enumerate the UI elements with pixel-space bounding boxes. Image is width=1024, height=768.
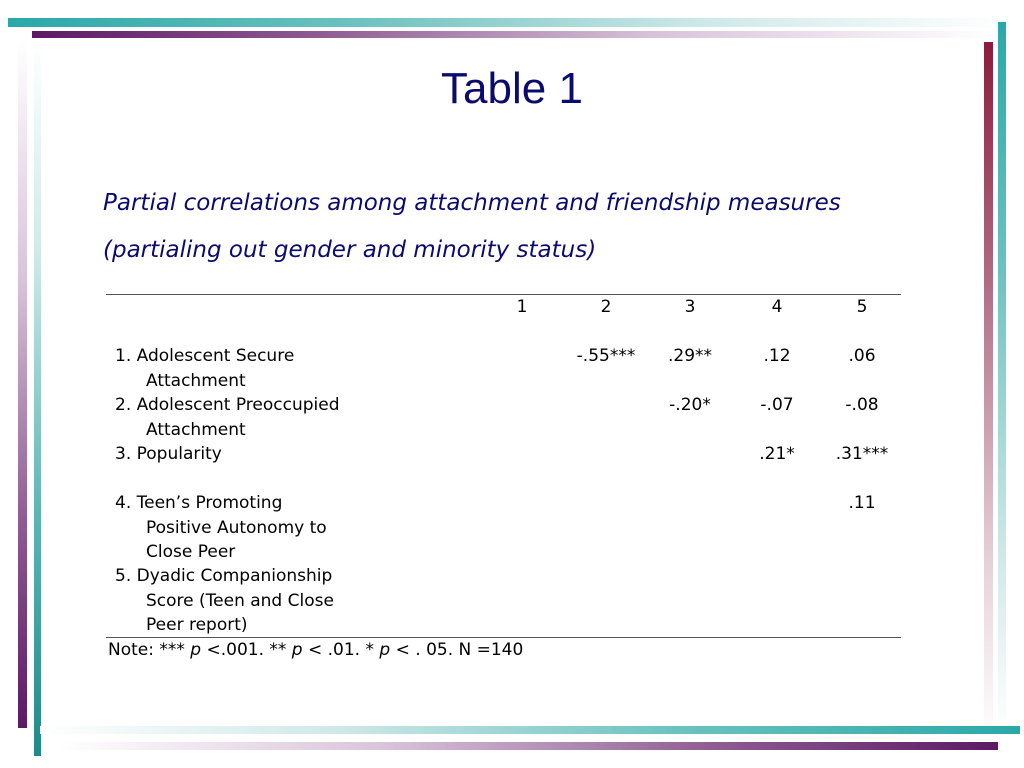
note-prefix: Note: *** bbox=[108, 640, 191, 660]
note-p-symbol: p bbox=[379, 640, 391, 660]
row-label: 1. Adolescent Secure Attachment bbox=[115, 344, 294, 393]
column-header-4: 4 bbox=[771, 297, 783, 317]
row-label: 5. Dyadic Companionship Score (Teen and … bbox=[115, 564, 334, 638]
table-top-rule bbox=[106, 294, 901, 295]
table-cell: .11 bbox=[848, 493, 876, 513]
table-header-row: 1 2 3 4 5 bbox=[106, 295, 901, 339]
correlation-table: 1 2 3 4 5 1. Adolescent Secure Attachmen… bbox=[106, 294, 901, 638]
note-text: < . 05. N =140 bbox=[390, 640, 524, 660]
table-cell: -.55*** bbox=[576, 346, 636, 366]
note-p-symbol: p bbox=[291, 640, 303, 660]
row-label-line: 2. Adolescent Preoccupied bbox=[115, 395, 340, 415]
decorative-bar-top-teal bbox=[8, 18, 1008, 27]
table-body: 1. Adolescent Secure Attachment -.55*** … bbox=[106, 339, 901, 637]
table-cell: .12 bbox=[763, 346, 791, 366]
note-text: <.001. ** bbox=[201, 640, 292, 660]
table-cell: .06 bbox=[848, 346, 876, 366]
decorative-bar-top-purple bbox=[32, 31, 992, 38]
row-label-line: Positive Autonomy to bbox=[146, 517, 327, 538]
row-label: 2. Adolescent Preoccupied Attachment bbox=[115, 393, 340, 442]
table-caption: Partial correlations among attachment an… bbox=[103, 180, 923, 274]
table-cell: .31*** bbox=[835, 444, 889, 464]
row-label-line: 4. Teen’s Promoting bbox=[115, 493, 283, 513]
row-label-line: Close Peer bbox=[146, 542, 236, 562]
table-caption-line-1: Partial correlations among attachment an… bbox=[103, 190, 841, 216]
row-label-line: Score (Teen and Close bbox=[146, 590, 334, 611]
row-label-line: 5. Dyadic Companionship bbox=[115, 566, 333, 586]
row-label: 4. Teen’s Promoting Positive Autonomy to… bbox=[115, 491, 327, 565]
decorative-bar-left-teal bbox=[34, 40, 41, 756]
table-cell: .21* bbox=[759, 444, 795, 464]
column-header-5: 5 bbox=[856, 297, 868, 317]
decorative-bar-right-maroon bbox=[984, 42, 993, 742]
table-bottom-rule bbox=[106, 637, 901, 638]
table-note: Note: *** p <.001. ** p < .01. * p < . 0… bbox=[108, 640, 523, 660]
decorative-bar-bottom-purple bbox=[60, 742, 998, 750]
decorative-bar-bottom-teal bbox=[40, 726, 1020, 734]
decorative-bar-left-purple bbox=[18, 40, 27, 728]
row-label-line: Peer report) bbox=[146, 615, 248, 635]
column-header-2: 2 bbox=[600, 297, 612, 317]
table-cell: -.20* bbox=[669, 395, 711, 415]
row-label: 3. Popularity bbox=[115, 442, 222, 467]
slide-title: Table 1 bbox=[441, 64, 583, 113]
row-label-line: Attachment bbox=[146, 370, 246, 391]
note-text: < .01. * bbox=[302, 640, 380, 660]
table-cell: -.08 bbox=[845, 395, 879, 415]
note-p-symbol: p bbox=[190, 640, 202, 660]
column-header-3: 3 bbox=[684, 297, 696, 317]
table-caption-line-2: (partialing out gender and minority stat… bbox=[103, 237, 597, 263]
table-cell: -.07 bbox=[760, 395, 794, 415]
table-cell: .29** bbox=[667, 346, 713, 366]
column-header-1: 1 bbox=[516, 297, 528, 317]
row-label-line: 3. Popularity bbox=[115, 444, 222, 464]
row-label-line: Attachment bbox=[146, 419, 246, 440]
row-label-line: 1. Adolescent Secure bbox=[115, 346, 295, 366]
decorative-bar-right-teal bbox=[998, 22, 1006, 734]
